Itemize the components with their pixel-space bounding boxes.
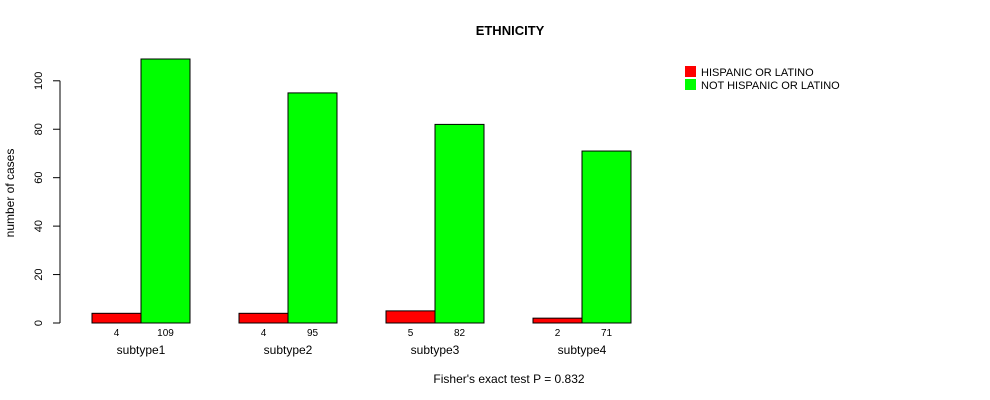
bar-group-subtype2: 4 95 subtype2 xyxy=(238,92,338,357)
chart-title: ETHNICITY xyxy=(476,23,545,38)
legend-label-hispanic: HISPANIC OR LATINO xyxy=(701,67,814,79)
fisher-test-footnote: Fisher's exact test P = 0.832 xyxy=(433,372,584,386)
bar-hispanic-subtype1 xyxy=(91,312,142,324)
bar-value-label: 4 xyxy=(114,328,120,339)
category-label: subtype1 xyxy=(117,343,166,357)
bar-value-label: 95 xyxy=(307,328,319,339)
bar-hispanic-subtype4 xyxy=(532,317,583,324)
bar-value-label: 4 xyxy=(261,328,267,339)
y-tick-label: 20 xyxy=(33,268,45,280)
bar-not-hispanic-subtype4 xyxy=(581,150,632,324)
bar-not-hispanic-subtype2 xyxy=(287,92,338,324)
category-label: subtype3 xyxy=(411,343,460,357)
bar-value-label: 5 xyxy=(408,328,414,339)
bar-group-subtype1: 4 109 subtype1 xyxy=(91,58,191,357)
category-label: subtype4 xyxy=(558,343,607,357)
legend-label-not-hispanic: NOT HISPANIC OR LATINO xyxy=(701,80,840,92)
bar-not-hispanic-subtype1 xyxy=(140,58,191,324)
y-axis: 0 20 40 60 80 100 xyxy=(33,72,61,326)
y-tick-label: 100 xyxy=(33,72,45,90)
y-axis-label: number of cases xyxy=(3,149,17,238)
bar-group-subtype4: 2 71 subtype4 xyxy=(532,150,632,357)
category-label: subtype2 xyxy=(264,343,313,357)
bar-not-hispanic-subtype3 xyxy=(434,123,485,324)
bar-value-label: 109 xyxy=(157,328,174,339)
bar-hispanic-subtype3 xyxy=(385,310,436,324)
bar-value-label: 71 xyxy=(601,328,613,339)
legend-swatch-hispanic xyxy=(685,66,696,77)
y-tick-label: 60 xyxy=(33,172,45,184)
y-tick-label: 40 xyxy=(33,220,45,232)
bar-hispanic-subtype2 xyxy=(238,312,289,324)
legend-swatch-not-hispanic xyxy=(685,79,696,90)
bar-value-label: 2 xyxy=(555,328,561,339)
bar-group-subtype3: 5 82 subtype3 xyxy=(385,123,485,357)
bar-value-label: 82 xyxy=(454,328,466,339)
y-tick-label: 0 xyxy=(33,320,45,326)
y-tick-label: 80 xyxy=(33,123,45,135)
bars: 4 109 subtype1 4 95 subtype2 5 82 subtype3 2 71 sub… xyxy=(91,58,632,357)
